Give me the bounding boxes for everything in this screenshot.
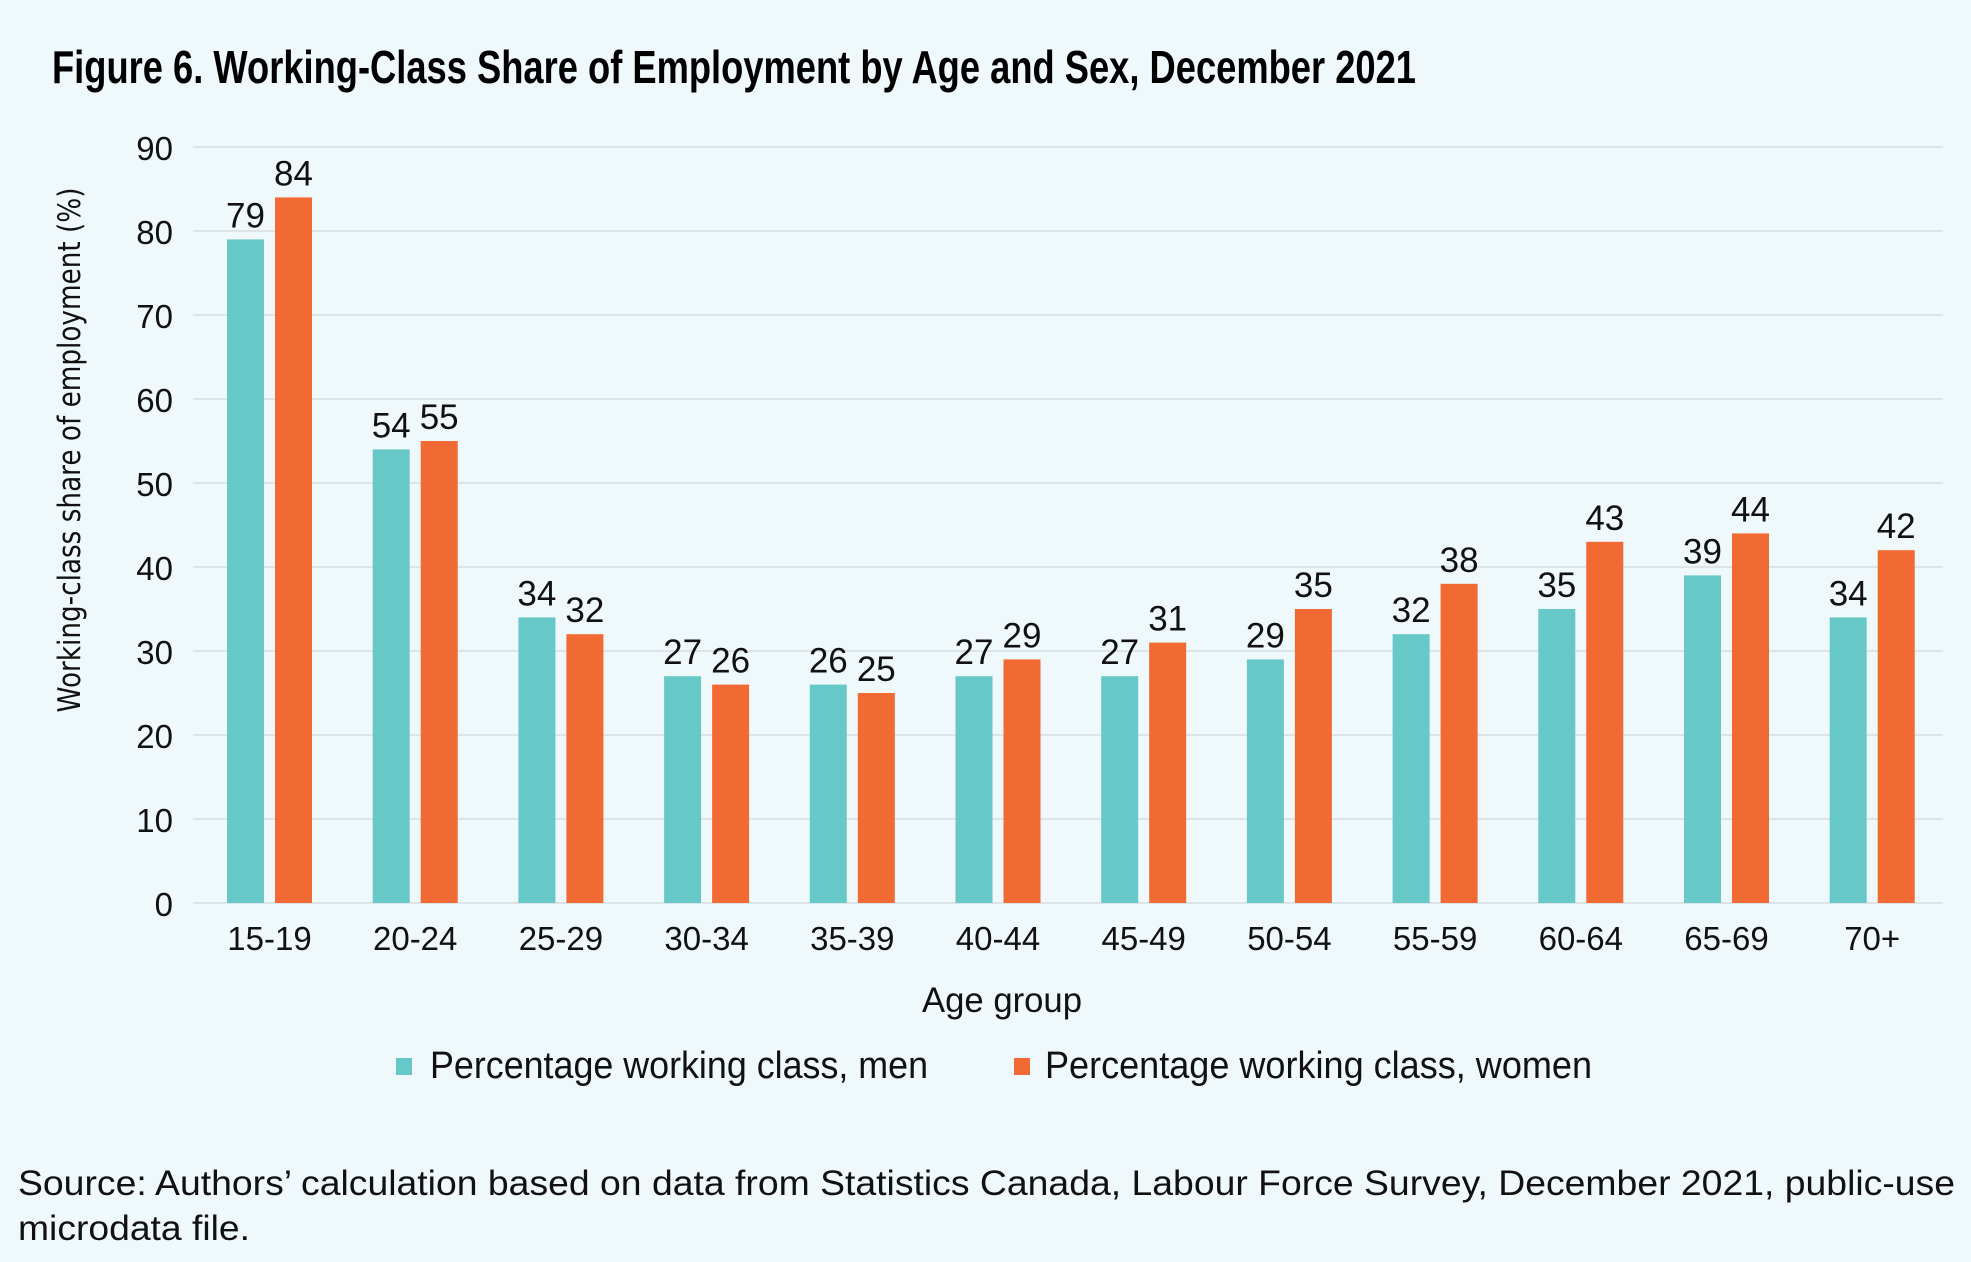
y-tick-label: 70 <box>136 298 173 335</box>
y-tick-label: 90 <box>136 130 173 167</box>
legend-item-men[interactable]: Percentage working class, men <box>396 1045 928 1087</box>
legend-label-women: Percentage working class, women <box>1045 1045 1592 1087</box>
bar-men-55-59 <box>1392 634 1430 903</box>
legend-item-women[interactable]: Percentage working class, women <box>1014 1045 1592 1087</box>
bar-men-20-24 <box>372 449 410 903</box>
data-label-men-55-59: 32 <box>1392 591 1431 630</box>
bar-women-20-24 <box>420 441 458 903</box>
legend-swatch-women <box>1014 1058 1030 1075</box>
bar-men-25-29 <box>518 617 556 903</box>
x-tick-label: 50-54 <box>1247 920 1331 957</box>
bar-women-60-64 <box>1586 541 1624 903</box>
data-label-men-70+: 34 <box>1829 574 1868 613</box>
y-tick-label: 20 <box>136 718 173 755</box>
data-label-women-15-19: 84 <box>274 154 313 193</box>
legend: Percentage working class, men Percentage… <box>396 1045 1592 1087</box>
data-label-men-15-19: 79 <box>226 196 265 235</box>
data-label-men-40-44: 27 <box>955 633 994 672</box>
bar-women-65-69 <box>1732 533 1769 903</box>
x-tick-label: 60-64 <box>1539 920 1623 957</box>
chart-title: Figure 6. Working-Class Share of Employm… <box>52 41 1416 93</box>
legend-swatch-men <box>396 1058 412 1075</box>
data-label-men-65-69: 39 <box>1683 532 1722 571</box>
x-tick-label: 30-34 <box>664 920 748 957</box>
data-label-women-30-34: 26 <box>711 642 750 681</box>
y-axis-label: Working-class share of employment (%) <box>52 188 88 713</box>
data-label-men-30-34: 27 <box>663 633 702 672</box>
data-label-women-50-54: 35 <box>1294 566 1333 605</box>
bar-women-55-59 <box>1440 583 1478 903</box>
source-note-line-2: microdata file. <box>18 1209 250 1248</box>
data-label-men-50-54: 29 <box>1246 616 1285 655</box>
x-tick-label: 35-39 <box>810 920 894 957</box>
x-tick-label: 25-29 <box>519 920 603 957</box>
x-axis-ticks: 15-19 20-24 25-29 30-34 35-39 40-44 45-49 50-54… <box>227 920 1900 957</box>
y-tick-label: 60 <box>136 382 173 419</box>
bar-women-70+ <box>1877 550 1915 903</box>
y-tick-label: 30 <box>136 634 173 671</box>
y-tick-label: 0 <box>155 886 173 923</box>
data-label-men-35-39: 26 <box>809 642 848 681</box>
bar-women-50-54 <box>1294 609 1332 903</box>
bar-men-70+ <box>1829 617 1867 903</box>
data-label-women-25-29: 32 <box>565 591 604 630</box>
bar-women-15-19 <box>275 197 312 903</box>
bar-women-40-44 <box>1003 659 1041 903</box>
y-tick-label: 50 <box>136 466 173 503</box>
x-tick-label: 20-24 <box>373 920 457 957</box>
data-label-women-60-64: 43 <box>1585 499 1624 538</box>
bar-men-60-64 <box>1538 609 1576 903</box>
y-axis-ticks: 0 10 20 30 40 50 60 70 80 90 <box>136 130 173 923</box>
data-label-women-65-69: 44 <box>1731 490 1770 529</box>
bar-women-45-49 <box>1149 642 1187 903</box>
bar-men-40-44 <box>955 676 993 903</box>
bars <box>227 197 1915 903</box>
bar-men-30-34 <box>664 676 702 903</box>
data-label-women-20-24: 55 <box>420 398 459 437</box>
bar-men-15-19 <box>227 239 264 903</box>
x-tick-label: 55-59 <box>1393 920 1477 957</box>
data-label-women-55-59: 38 <box>1440 541 1479 580</box>
bar-men-50-54 <box>1246 659 1284 903</box>
data-label-men-60-64: 35 <box>1537 566 1576 605</box>
data-label-women-45-49: 31 <box>1148 600 1187 639</box>
x-tick-label: 15-19 <box>227 920 311 957</box>
bar-women-25-29 <box>566 634 604 903</box>
data-label-women-70+: 42 <box>1877 507 1916 546</box>
y-tick-label: 40 <box>136 550 173 587</box>
bar-men-45-49 <box>1101 676 1139 903</box>
y-tick-label: 80 <box>136 214 173 251</box>
x-tick-label: 65-69 <box>1684 920 1768 957</box>
data-label-women-40-44: 29 <box>1003 616 1042 655</box>
gridlines <box>193 146 1943 904</box>
legend-label-men: Percentage working class, men <box>430 1045 928 1087</box>
bar-women-30-34 <box>712 684 750 903</box>
data-label-men-25-29: 34 <box>517 574 556 613</box>
x-tick-label: 45-49 <box>1101 920 1185 957</box>
x-tick-label: 70+ <box>1844 920 1900 957</box>
bar-men-35-39 <box>809 684 847 903</box>
data-label-men-45-49: 27 <box>1100 633 1139 672</box>
bar-women-35-39 <box>857 693 895 903</box>
data-label-women-35-39: 25 <box>857 650 896 689</box>
data-label-men-20-24: 54 <box>372 406 411 445</box>
bar-men-65-69 <box>1684 575 1721 903</box>
y-tick-label: 10 <box>136 802 173 839</box>
x-axis-label: Age group <box>922 981 1082 1020</box>
x-tick-label: 40-44 <box>956 920 1040 957</box>
source-note-line-1: Source: Authors’ calculation based on da… <box>18 1164 1955 1203</box>
